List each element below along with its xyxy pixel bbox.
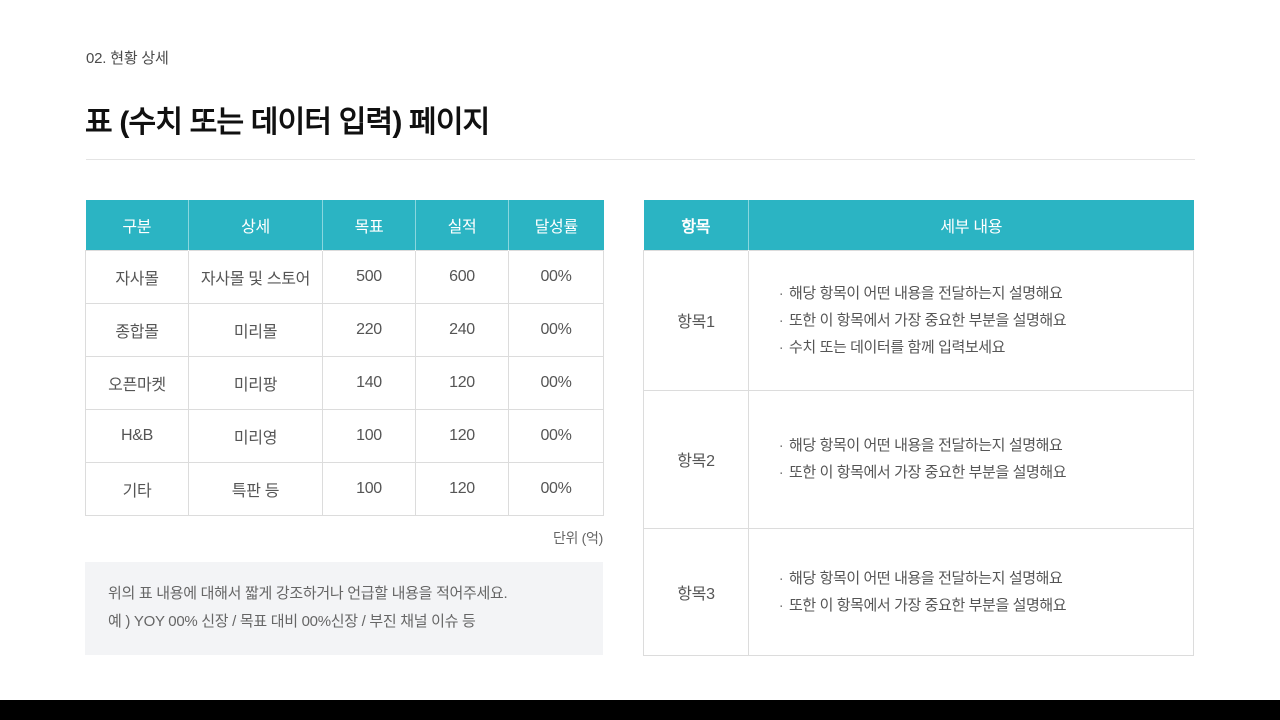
bullet-dot-icon: · [778, 437, 784, 454]
table-cell: 00% [508, 302, 604, 357]
table-cell: 220 [322, 302, 416, 357]
column-header-category: 구분 [85, 200, 189, 250]
bullet-text: 또한 이 항목에서 가장 중요한 부분을 설명해요 [789, 311, 1067, 329]
table-cell: 미리영 [188, 408, 323, 463]
bullet-dot-icon: · [778, 284, 784, 302]
note-line: 위의 표 내용에 대해서 짧게 강조하거나 언급할 내용을 적어주세요. [108, 585, 508, 602]
bullet-item: · 해당 항목이 어떤 내용을 전달하는지 설명해요 [773, 280, 1169, 307]
table-row: 기타 특판 등 100 120 00% [85, 461, 604, 516]
bullet-item: · 수치 또는 데이터를 함께 입력보세요 [773, 334, 1169, 361]
table-row: H&B 미리영 100 120 00% [85, 408, 604, 463]
table-cell: 100 [322, 408, 416, 463]
unit-label: 단위 (억) [552, 530, 603, 546]
table-row: 종합몰 미리몰 220 240 00% [85, 302, 604, 357]
bullet-dot-icon: · [778, 596, 784, 614]
column-header-actual: 실적 [415, 200, 509, 250]
table-cell: 100 [322, 461, 416, 516]
page-title: 표 (수치 또는 데이터 입력) 페이지 [85, 106, 490, 139]
item-label: 항목3 [643, 527, 749, 656]
table-cell: 600 [415, 249, 509, 304]
bullet-dot-icon: · [778, 311, 784, 329]
bullet-text: 또한 이 항목에서 가장 중요한 부분을 설명해요 [789, 596, 1067, 614]
bullet-item: · 또한 이 항목에서 가장 중요한 부분을 설명해요 [773, 592, 1169, 619]
bullet-dot-icon: · [778, 569, 784, 587]
bullet-item: · 또한 이 항목에서 가장 중요한 부분을 설명해요 [773, 307, 1169, 334]
title-divider [86, 159, 1195, 160]
column-header-target: 목표 [322, 200, 416, 250]
bullet-text: 또한 이 항목에서 가장 중요한 부분을 설명해요 [789, 464, 1067, 481]
table-cell: 00% [508, 355, 604, 410]
table-cell: 특판 등 [188, 461, 323, 516]
bullet-text: 수치 또는 데이터를 함께 입력보세요 [789, 338, 1006, 356]
item-detail: · 해당 항목이 어떤 내용을 전달하는지 설명해요 · 또한 이 항목에서 가… [748, 527, 1194, 656]
item-label: 항목2 [643, 389, 749, 529]
bullet-text: 해당 항목이 어떤 내용을 전달하는지 설명해요 [789, 284, 1063, 302]
table-row: 자사몰 자사몰 및 스토어 500 600 00% [85, 249, 604, 304]
bullet-item: · 해당 항목이 어떤 내용을 전달하는지 설명해요 [773, 432, 1169, 459]
table-header-row: 구분 상세 목표 실적 달성률 [85, 200, 604, 250]
bottom-bar [0, 700, 1280, 720]
table-cell: 140 [322, 355, 416, 410]
column-header-details: 세부 내용 [748, 200, 1194, 250]
column-header-rate: 달성률 [508, 200, 604, 250]
bullet-text: 해당 항목이 어떤 내용을 전달하는지 설명해요 [789, 437, 1063, 454]
bullet-item: · 또한 이 항목에서 가장 중요한 부분을 설명해요 [773, 459, 1169, 486]
table-row: 항목3 · 해당 항목이 어떤 내용을 전달하는지 설명해요 · 또한 이 항목… [643, 527, 1194, 656]
bullet-dot-icon: · [778, 464, 784, 481]
table-row: 항목2 · 해당 항목이 어떤 내용을 전달하는지 설명해요 · 또한 이 항목… [643, 389, 1194, 529]
table-cell: 00% [508, 461, 604, 516]
table-cell: 120 [415, 461, 509, 516]
column-header-item: 항목 [643, 200, 749, 250]
item-detail: · 해당 항목이 어떤 내용을 전달하는지 설명해요 · 또한 이 항목에서 가… [748, 389, 1194, 529]
table-cell: H&B [85, 408, 189, 463]
table-cell: 00% [508, 249, 604, 304]
table-cell: 240 [415, 302, 509, 357]
table-header-row: 항목 세부 내용 [643, 200, 1194, 250]
table-cell: 500 [322, 249, 416, 304]
breadcrumb: 02. 현황 상세 [86, 50, 169, 67]
table-cell: 종합몰 [85, 302, 189, 357]
table-cell: 오픈마켓 [85, 355, 189, 410]
item-detail: · 해당 항목이 어떤 내용을 전달하는지 설명해요 · 또한 이 항목에서 가… [748, 249, 1194, 391]
note-box: 위의 표 내용에 대해서 짧게 강조하거나 언급할 내용을 적어주세요. 예 )… [85, 562, 603, 655]
bullet-text: 해당 항목이 어떤 내용을 전달하는지 설명해요 [789, 569, 1063, 587]
table-cell: 자사몰 및 스토어 [188, 249, 323, 304]
table-cell: 120 [415, 355, 509, 410]
table-row: 오픈마켓 미리팡 140 120 00% [85, 355, 604, 410]
note-line: 예 ) YOY 00% 신장 / 목표 대비 00%신장 / 부진 채널 이슈 … [108, 613, 476, 630]
table-cell: 기타 [85, 461, 189, 516]
performance-table: 구분 상세 목표 실적 달성률 자사몰 자사몰 및 스토어 500 600 00… [85, 200, 604, 516]
table-cell: 120 [415, 408, 509, 463]
items-table: 항목 세부 내용 항목1 · 해당 항목이 어떤 내용을 전달하는지 설명해요 … [643, 200, 1194, 656]
table-cell: 자사몰 [85, 249, 189, 304]
table-cell: 00% [508, 408, 604, 463]
table-row: 항목1 · 해당 항목이 어떤 내용을 전달하는지 설명해요 · 또한 이 항목… [643, 249, 1194, 391]
bullet-dot-icon: · [778, 338, 784, 356]
table-cell: 미리몰 [188, 302, 323, 357]
item-label: 항목1 [643, 249, 749, 391]
table-cell: 미리팡 [188, 355, 323, 410]
column-header-detail: 상세 [188, 200, 323, 250]
bullet-item: · 해당 항목이 어떤 내용을 전달하는지 설명해요 [773, 565, 1169, 592]
